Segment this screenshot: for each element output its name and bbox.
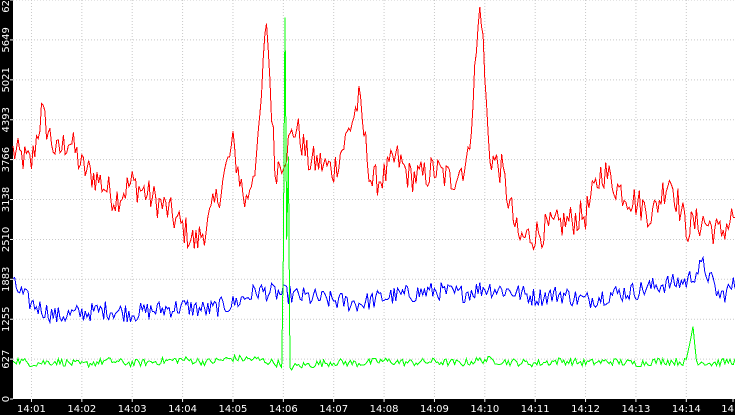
y-tick-label: 1883: [1, 267, 12, 292]
x-tick-label: 14:06: [269, 404, 298, 415]
x-tick-label: 14:08: [370, 404, 399, 415]
series-line-3: [12, 17, 735, 371]
y-tick-label: 5021: [1, 67, 12, 92]
x-tick-label: 14: [721, 404, 734, 415]
y-tick-label: 2510: [1, 227, 12, 252]
y-tick-label: 3138: [1, 187, 12, 212]
x-tick-label: 14:12: [571, 404, 600, 415]
x-tick-label: 14:05: [219, 404, 248, 415]
x-tick-label: 14:10: [470, 404, 499, 415]
series-group: [12, 6, 735, 371]
y-axis: 0 627 1255 1883 2510 3138 3766 4393 5021 5649 6277: [1, 0, 13, 402]
y-tick-label: 6277: [1, 0, 12, 13]
series-line-2: [12, 255, 735, 325]
x-tick-label: 14:07: [319, 404, 348, 415]
y-tick-label: 0: [1, 396, 12, 402]
x-tick-label: 14:02: [67, 404, 96, 415]
y-tick-label: 5649: [1, 27, 12, 52]
y-tick-label: 3766: [1, 147, 12, 172]
x-tick-label: 14:13: [622, 404, 651, 415]
y-tick-label: 627: [1, 350, 12, 369]
x-tick-label: 14:04: [168, 404, 197, 415]
y-tick-label: 4393: [1, 107, 12, 132]
grid: [13, 0, 735, 399]
x-tick-label: 14:14: [672, 404, 701, 415]
y-tick-label: 1255: [1, 306, 12, 331]
x-tick-label: 14:03: [118, 404, 147, 415]
x-tick-label: 14:11: [521, 404, 550, 415]
x-tick-label: 14:01: [17, 404, 46, 415]
series-line-1: [12, 6, 735, 251]
x-tick-label: 14:09: [420, 404, 449, 415]
x-axis: 14:01 14:02 14:03 14:04 14:05 14:06 14:07 14:08…: [17, 399, 734, 415]
